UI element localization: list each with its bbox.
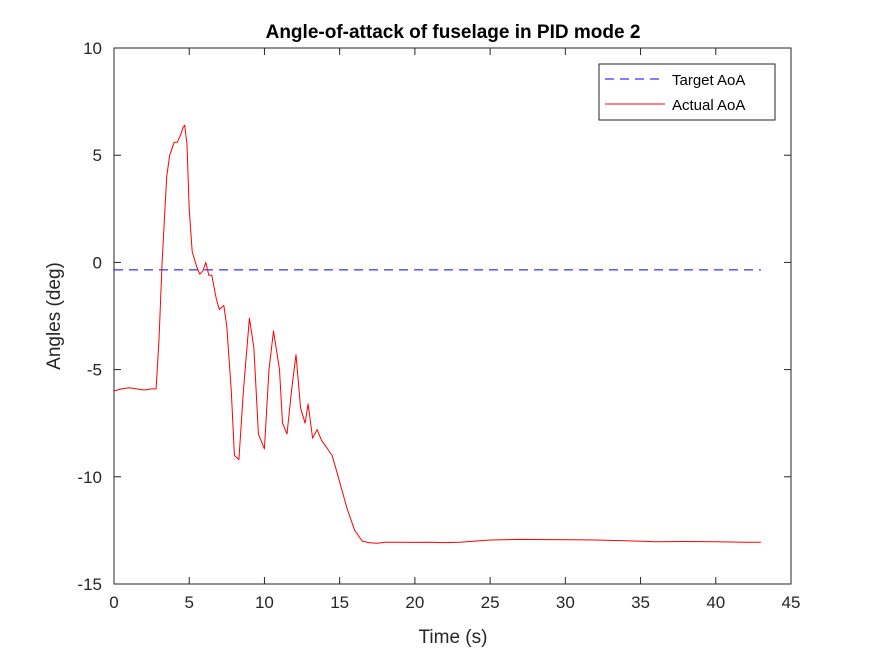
x-tick-label: 30: [556, 593, 575, 612]
y-tick-label: 0: [93, 253, 102, 272]
chart-title: Angle-of-attack of fuselage in PID mode …: [266, 22, 641, 43]
y-tick-label: 10: [83, 39, 102, 58]
x-tick-label: 20: [405, 593, 424, 612]
series-line-actual-aoa: [113, 124, 761, 544]
legend-entry-actual-aoa: Actual AoA: [672, 97, 745, 114]
y-tick-label: -5: [87, 361, 102, 380]
y-tick-label: -10: [77, 468, 102, 487]
y-tick-label: -15: [77, 575, 102, 594]
x-tick-label: 25: [481, 593, 500, 612]
x-tick-label: 40: [706, 593, 725, 612]
x-tick-label: 0: [109, 593, 118, 612]
x-axis-label: Time (s): [419, 627, 488, 648]
legend-entry-target-aoa: Target AoA: [672, 72, 745, 89]
x-tick-label: 15: [330, 593, 349, 612]
y-axis-label: Angles (deg): [44, 262, 65, 370]
x-tick-label: 10: [255, 593, 274, 612]
y-tick-label: 5: [93, 146, 102, 165]
x-tick-label: 5: [184, 593, 193, 612]
legend-box: [598, 63, 776, 121]
ticks-layer: 0 5 10 15 20 25 30 35 40 45 -15 -10 -5 0 5 10: [77, 39, 800, 612]
x-tick-label: 45: [782, 593, 801, 612]
series-layer: [113, 124, 761, 544]
legend[interactable]: Target AoA Actual AoA: [598, 63, 776, 121]
x-tick-label: 35: [631, 593, 650, 612]
plot-area: [113, 47, 792, 585]
